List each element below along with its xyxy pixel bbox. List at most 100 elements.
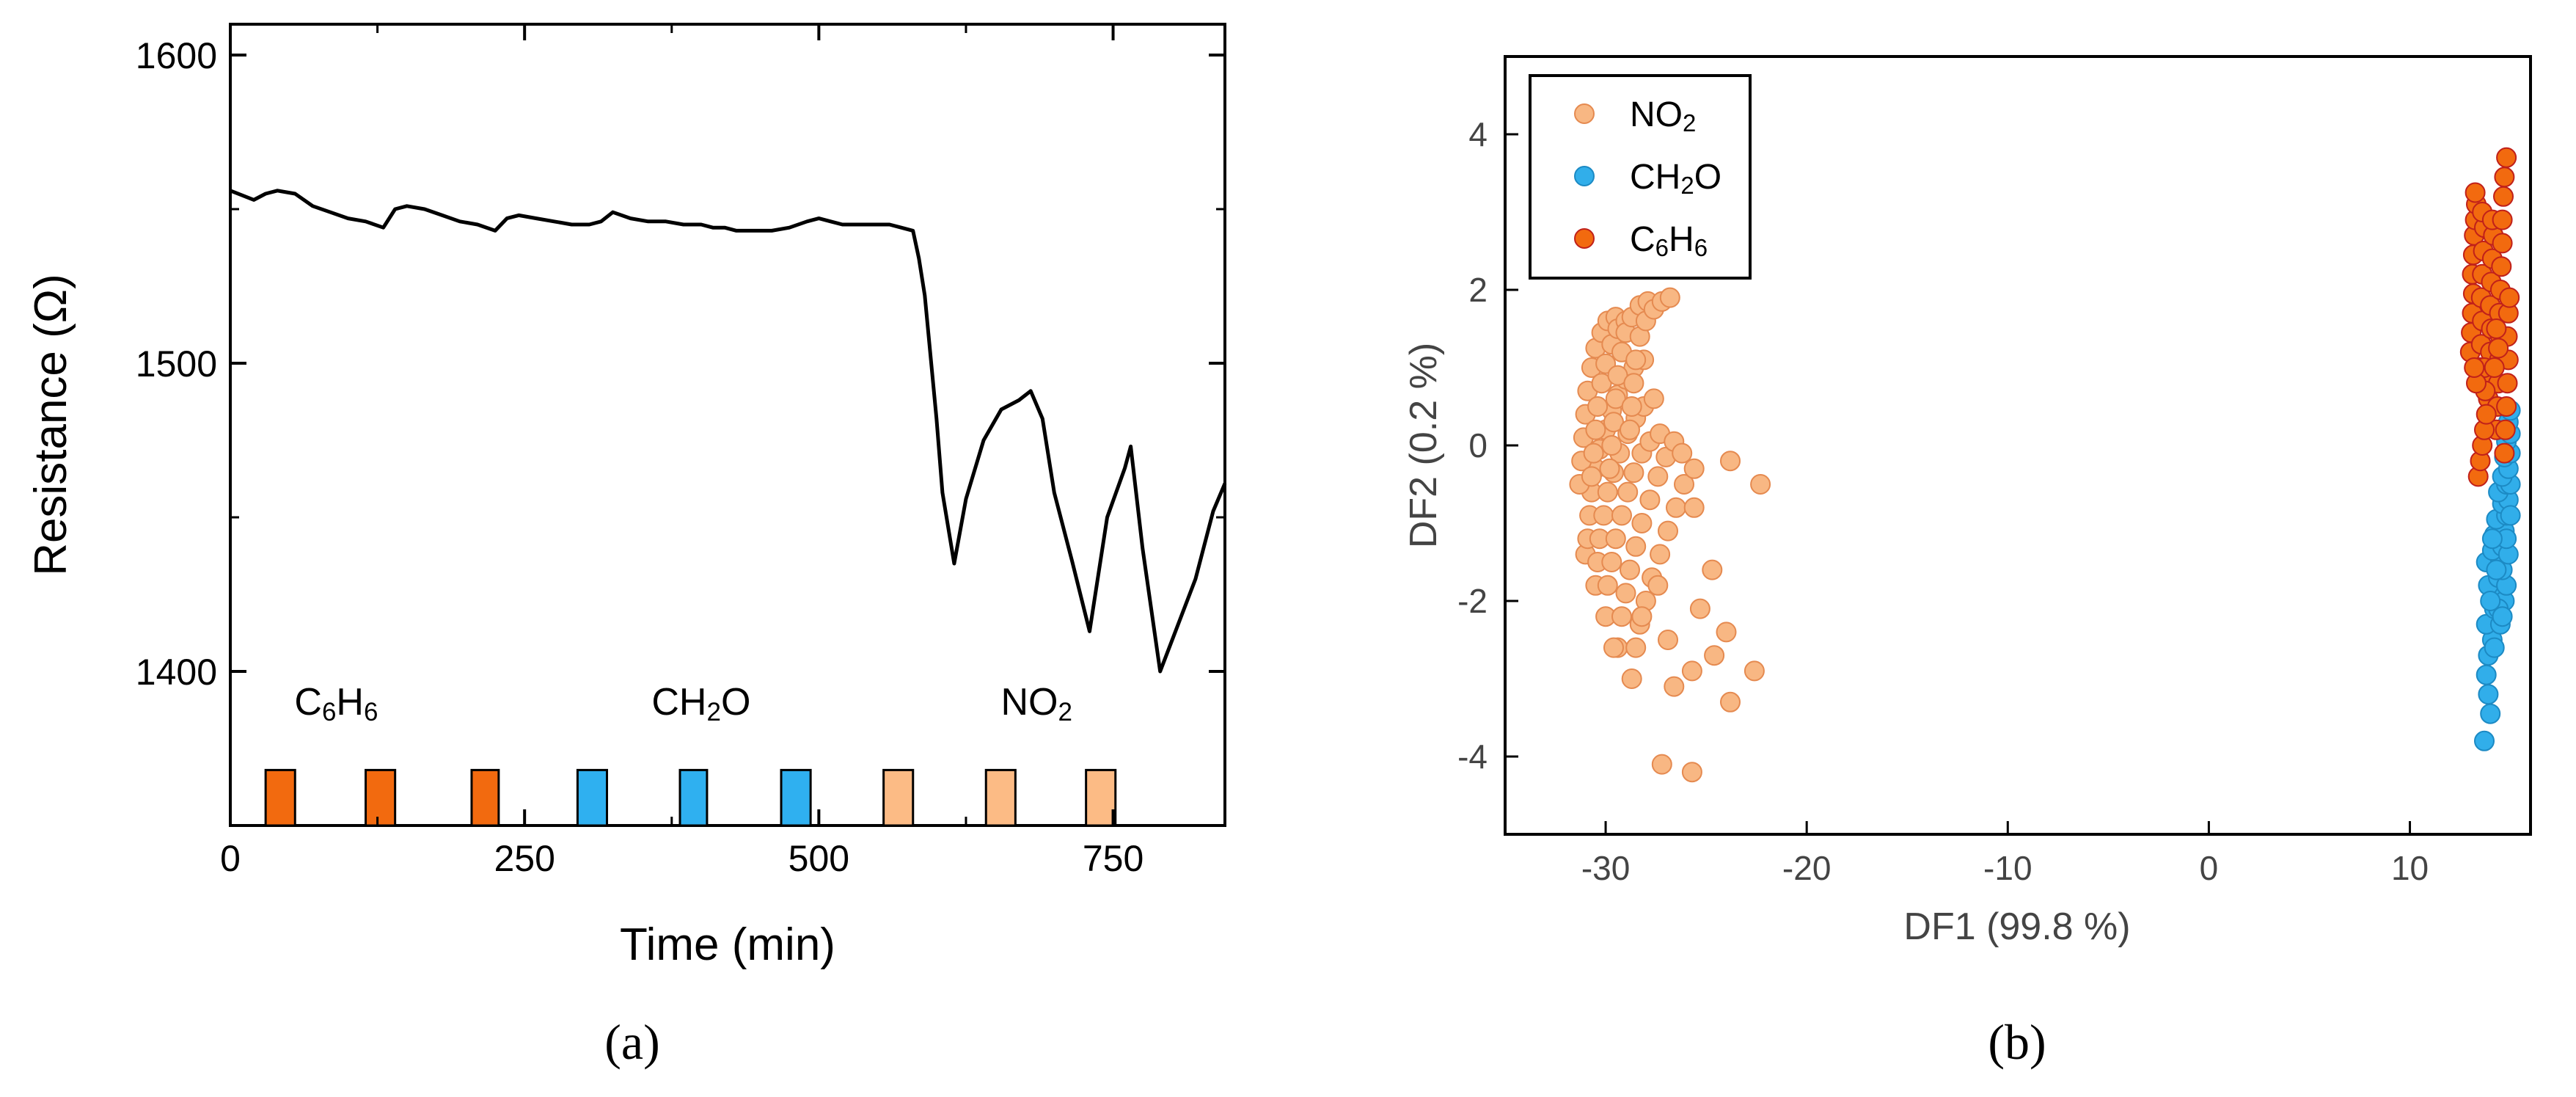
panel-a-y-axis-label: Resistance (Ω): [26, 274, 76, 576]
gas-pulse-no2-8: [1085, 768, 1117, 827]
legend-label-ch2o-sub1: 2: [1680, 172, 1694, 199]
point-no2: [1666, 497, 1686, 518]
point-no2: [1683, 497, 1705, 518]
point-no2: [1702, 559, 1723, 580]
gas-label-ch2o-sub1: 2: [706, 697, 720, 726]
point-no2: [1599, 458, 1620, 479]
legend-marker-no2: [1574, 103, 1595, 124]
gas-label-c6h6-mid: H: [336, 681, 364, 724]
point-c6h6: [2497, 373, 2518, 394]
point-c6h6: [2496, 147, 2517, 168]
gas-pulse-c6h6-0: [264, 768, 296, 827]
point-no2: [1601, 435, 1622, 456]
df2-tick-label: -2: [1457, 582, 1488, 620]
point-c6h6: [2486, 318, 2507, 339]
legend-label-c6h6: C6H6: [1630, 220, 1708, 261]
legend-box: [1529, 74, 1752, 280]
panel-b-scatter-points: [1569, 147, 2521, 783]
point-no2: [1597, 575, 1618, 596]
point-no2: [1620, 559, 1640, 580]
gas-label-ch2o-base: CH: [651, 681, 706, 724]
point-c6h6: [2499, 287, 2520, 308]
point-no2: [1625, 349, 1647, 371]
point-no2: [1658, 630, 1678, 650]
point-no2: [1583, 442, 1604, 464]
point-no2: [1585, 419, 1606, 440]
point-no2: [1643, 388, 1664, 409]
point-no2: [1625, 536, 1647, 557]
point-no2: [1601, 552, 1622, 572]
point-no2: [1631, 513, 1653, 533]
point-c6h6: [2495, 419, 2516, 440]
point-no2: [1611, 505, 1632, 526]
point-no2: [1664, 676, 1685, 697]
point-no2: [1689, 598, 1710, 619]
point-ch2o: [2481, 528, 2503, 550]
point-c6h6: [2492, 209, 2513, 230]
x-tick-label: 250: [494, 838, 555, 879]
point-ch2o: [2480, 703, 2501, 724]
point-no2: [1647, 466, 1669, 487]
legend-label-ch2o: CH2O: [1630, 158, 1721, 199]
point-no2: [1611, 606, 1632, 627]
point-c6h6: [2493, 186, 2514, 207]
point-c6h6: [2464, 357, 2485, 378]
point-no2: [1658, 520, 1678, 542]
point-no2: [1621, 396, 1642, 417]
point-ch2o: [2476, 664, 2497, 685]
legend-label-no2: NO2: [1630, 95, 1696, 136]
point-c6h6: [2484, 357, 2505, 378]
y-tick-label: 1500: [136, 343, 217, 385]
point-ch2o: [2486, 559, 2507, 580]
point-no2: [1623, 373, 1644, 394]
x-tick-label: 750: [1083, 838, 1144, 879]
point-no2: [1639, 489, 1661, 511]
point-c6h6: [2465, 182, 2486, 203]
panel-a-x-ticks: 0 250 500 750: [220, 24, 1144, 879]
legend-marker-ch2o: [1574, 166, 1595, 186]
point-c6h6: [2494, 442, 2515, 464]
gas-label-ch2o: CH2O: [651, 681, 750, 726]
panel-a-x-axis-label: Time (min): [620, 919, 835, 970]
point-no2: [1651, 754, 1672, 775]
point-c6h6: [2476, 404, 2497, 425]
point-no2: [1681, 660, 1702, 682]
legend-label-no2-sub1: 2: [1683, 109, 1696, 136]
point-no2: [1750, 474, 1771, 495]
point-no2: [1681, 762, 1702, 783]
point-no2: [1621, 668, 1642, 689]
point-no2: [1647, 575, 1669, 596]
gas-label-c6h6-sub2: 6: [364, 697, 378, 726]
gas-pulse-ch2o-3: [576, 768, 609, 827]
df1-tick-label: 0: [2200, 849, 2219, 887]
point-no2: [1603, 637, 1624, 658]
point-ch2o: [2474, 730, 2495, 751]
df1-tick-label: -20: [1782, 849, 1831, 887]
point-no2: [1597, 481, 1618, 503]
point-no2: [1615, 583, 1636, 604]
point-no2: [1620, 419, 1640, 440]
point-no2: [1631, 606, 1653, 627]
point-ch2o: [2478, 684, 2499, 705]
point-no2: [1623, 462, 1644, 484]
point-c6h6: [2491, 256, 2512, 277]
y-tick-label: 1600: [136, 35, 217, 76]
point-ch2o: [2480, 591, 2501, 611]
point-no2: [1605, 528, 1626, 550]
point-no2: [1587, 396, 1609, 417]
panel-b-y-axis-label: DF2 (0.2 %): [1402, 343, 1445, 548]
point-c6h6: [2492, 233, 2513, 254]
df2-tick-label: -4: [1457, 737, 1488, 776]
panel-b-y-ticks: -4 -2 0 2 4: [1457, 115, 1518, 776]
legend-label-c6h6-sub2: 6: [1694, 234, 1708, 261]
gas-pulse-c6h6-2: [470, 768, 500, 827]
point-no2: [1716, 622, 1737, 643]
x-tick-label: 500: [788, 838, 849, 879]
gas-pulse-no2-6: [882, 768, 915, 827]
df1-tick-label: 10: [2391, 849, 2429, 887]
point-no2: [1674, 474, 1694, 495]
legend-label-ch2o-mid: O: [1694, 158, 1721, 197]
